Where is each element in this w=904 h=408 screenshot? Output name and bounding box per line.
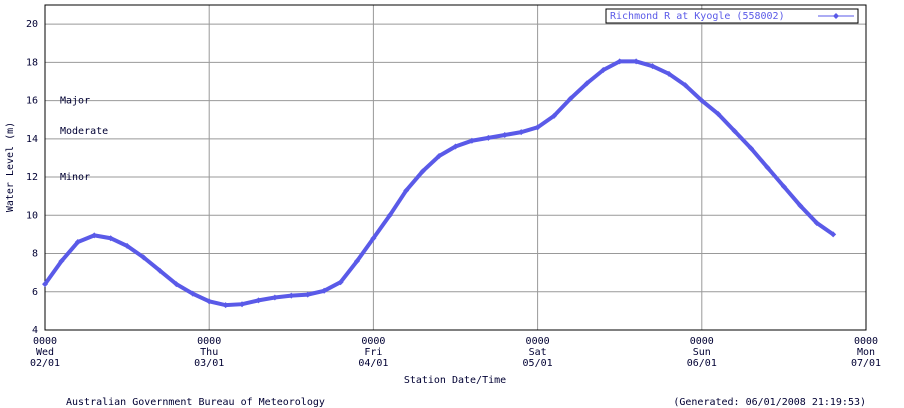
data-point [124, 242, 131, 249]
data-point [173, 281, 180, 288]
data-point [748, 145, 755, 152]
data-point [386, 212, 393, 219]
data-point [419, 168, 426, 175]
data-point [485, 134, 492, 141]
data-point [91, 232, 98, 239]
y-tick-label: 4 [32, 325, 38, 336]
data-point [58, 258, 65, 265]
flood-level-label: Moderate [60, 126, 108, 137]
data-point [353, 258, 360, 265]
data-point [813, 219, 820, 226]
y-tick-label: 18 [26, 57, 38, 68]
data-point [518, 129, 525, 136]
data-point [830, 231, 837, 238]
data-point [156, 267, 163, 274]
data-point [501, 132, 508, 138]
data-point [633, 58, 640, 65]
data-point [665, 70, 672, 77]
plot-border [44, 4, 867, 331]
x-tick-label: 0000 Sat 05/01 [523, 336, 553, 369]
y-tick-label: 20 [26, 19, 38, 30]
data-point [436, 153, 443, 160]
flood-level-label: Minor [60, 172, 90, 183]
data-point [534, 124, 541, 131]
plot-area [44, 4, 867, 331]
data-point [797, 202, 804, 209]
y-axis-label: Water Level (m) [5, 122, 16, 212]
data-point [551, 112, 558, 119]
data-point [255, 297, 262, 304]
y-tick-label: 12 [26, 172, 38, 183]
flood-level-label: Major [60, 96, 90, 107]
data-point [74, 239, 81, 246]
footer-left: Australian Government Bureau of Meteorol… [66, 397, 325, 408]
data-point [107, 235, 114, 242]
data-point [304, 291, 311, 298]
data-point [567, 95, 574, 102]
y-tick-label: 10 [26, 210, 38, 221]
y-tick-label: 8 [32, 249, 38, 260]
data-point [321, 287, 328, 294]
legend-marker [833, 13, 839, 19]
data-point [239, 301, 246, 308]
y-tick-label: 16 [26, 96, 38, 107]
data-point [780, 183, 787, 190]
x-axis-label: Station Date/Time [404, 375, 506, 386]
x-tick-label: 0000 Mon 07/01 [851, 336, 881, 369]
legend-label: Richmond R at Kyogle (558002) [610, 11, 785, 22]
legend-box [605, 8, 859, 24]
data-point [140, 254, 147, 261]
data-point [189, 290, 196, 297]
data-point [698, 97, 705, 104]
data-point [715, 110, 722, 117]
data-point [682, 82, 689, 89]
data-point [403, 187, 410, 194]
data-point [764, 164, 771, 171]
footer-right: (Generated: 06/01/2008 21:19:53) [673, 397, 866, 408]
data-point [42, 281, 48, 288]
data-point [616, 58, 623, 65]
data-point [583, 80, 590, 87]
x-tick-label: 0000 Sun 06/01 [687, 336, 717, 369]
x-tick-label: 0000 Wed 02/01 [30, 336, 60, 369]
data-point [731, 128, 738, 135]
data-point [288, 292, 295, 299]
data-point [468, 137, 475, 144]
data-point [222, 302, 229, 309]
data-point [206, 298, 213, 305]
data-point [370, 235, 377, 242]
data-point [452, 143, 459, 150]
data-point [649, 63, 656, 70]
data-point [337, 279, 344, 286]
data-point [600, 67, 607, 73]
x-tick-label: 0000 Thu 03/01 [194, 336, 224, 369]
y-tick-label: 6 [32, 287, 38, 298]
y-tick-label: 14 [26, 134, 38, 145]
data-point [271, 294, 278, 301]
x-tick-label: 0000 Fri 04/01 [358, 336, 388, 369]
